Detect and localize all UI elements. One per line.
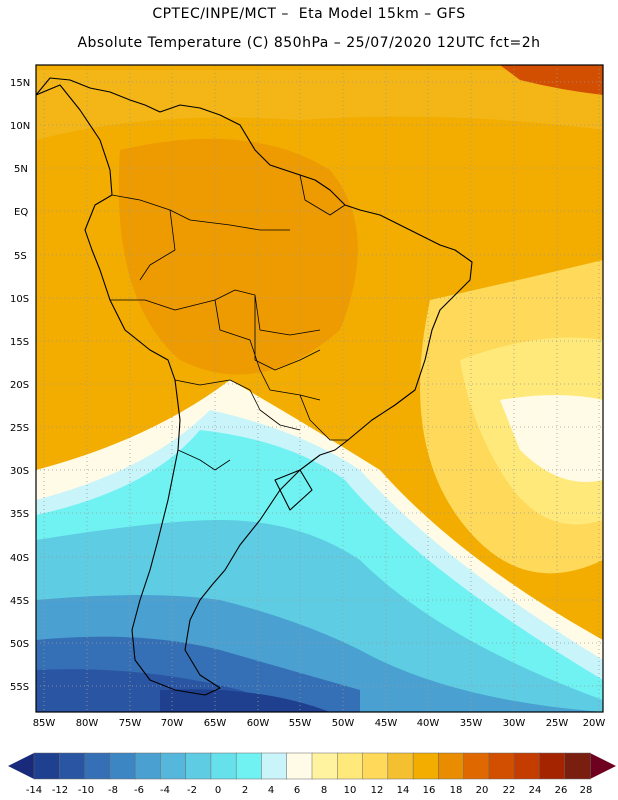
lat-label: 45S xyxy=(10,596,29,607)
lon-label: 35W xyxy=(460,718,483,729)
legend-label: 14 xyxy=(397,785,410,796)
legend-label: 8 xyxy=(321,785,327,796)
map-frame xyxy=(35,64,604,713)
lat-label: 15S xyxy=(10,337,29,348)
lat-label: 50S xyxy=(10,639,29,650)
lon-label: 50W xyxy=(332,718,355,729)
legend-color-box xyxy=(109,752,136,780)
legend-color-box xyxy=(185,752,212,780)
lon-axis: 85W 80W 75W 70W 65W 60W 55W 50W 45W 40W … xyxy=(33,718,606,729)
legend-color-box xyxy=(261,752,288,780)
lat-label: 5S xyxy=(14,251,27,262)
lat-label: 10N xyxy=(10,121,30,132)
lon-label: 85W xyxy=(33,718,56,729)
legend-label: -4 xyxy=(160,785,170,796)
legend-color-box xyxy=(84,752,111,780)
legend-color-box xyxy=(513,752,541,780)
legend-color-box xyxy=(134,752,162,780)
legend-color-box xyxy=(412,752,440,780)
lon-label: 80W xyxy=(76,718,99,729)
lat-label: EQ xyxy=(14,207,28,218)
temperature-field xyxy=(36,65,603,712)
legend-label: -2 xyxy=(187,785,197,796)
legend-label: -6 xyxy=(134,785,144,796)
chart-title-line2: Absolute Temperature (C) 850hPa – 25/07/… xyxy=(77,35,541,51)
legend-color-box xyxy=(337,752,364,780)
legend-label: 24 xyxy=(529,785,542,796)
lat-label: 25S xyxy=(10,423,29,434)
legend-label: 22 xyxy=(503,785,516,796)
legend-label: 18 xyxy=(450,785,463,796)
legend-label: 28 xyxy=(580,785,593,796)
lat-label: 30S xyxy=(10,466,29,477)
legend-label: 10 xyxy=(344,785,357,796)
legend-color-box xyxy=(235,752,263,780)
lon-label: 70W xyxy=(161,718,184,729)
lon-label: 75W xyxy=(119,718,142,729)
legend-color-box xyxy=(488,752,515,780)
legend-color-box xyxy=(387,752,414,780)
legend-low-arrow xyxy=(8,753,34,779)
legend-color-box xyxy=(463,752,490,780)
legend-label: 12 xyxy=(371,785,384,796)
legend-label: -14 xyxy=(26,785,42,796)
country-borders xyxy=(110,174,348,471)
south-america-coastline xyxy=(36,77,473,696)
lon-label: 40W xyxy=(417,718,440,729)
legend-label: 16 xyxy=(423,785,436,796)
legend-label: -8 xyxy=(108,785,118,796)
legend-label: 6 xyxy=(294,785,300,796)
legend-high-arrow xyxy=(590,753,616,779)
legend-label: -12 xyxy=(52,785,68,796)
lat-label: 10S xyxy=(10,294,29,305)
legend-label: 26 xyxy=(555,785,568,796)
lat-label: 40S xyxy=(10,553,29,564)
lat-label: 55S xyxy=(10,682,29,693)
legend-color-box xyxy=(286,752,313,780)
legend-label: 2 xyxy=(242,785,248,796)
legend-color-box xyxy=(539,752,566,780)
legend-label: 4 xyxy=(268,785,274,796)
legend-color-box xyxy=(33,752,61,780)
legend-color-box xyxy=(564,752,591,780)
lon-label: 60W xyxy=(247,718,270,729)
legend-color-box xyxy=(438,752,465,780)
chart-title-line1: CPTEC/INPE/MCT – Eta Model 15km – GFS xyxy=(152,6,466,22)
lon-label: 55W xyxy=(289,718,312,729)
lon-label: 65W xyxy=(204,718,227,729)
graticule xyxy=(36,65,603,712)
legend-color-box xyxy=(311,752,339,780)
lat-label: 15N xyxy=(10,78,30,89)
lon-label: 20W xyxy=(583,718,606,729)
lon-label: 45W xyxy=(375,718,398,729)
lat-label: 5N xyxy=(14,164,28,175)
color-legend: -14 -12 -10 -8 -6 -4 -2 0 2 4 6 8 10 12 … xyxy=(8,752,616,796)
legend-color-box xyxy=(59,752,86,780)
legend-color-box xyxy=(210,752,237,780)
lat-label: 20S xyxy=(10,380,29,391)
legend-color-box xyxy=(362,752,389,780)
lagoa-dos-patos xyxy=(274,469,313,511)
legend-color-box xyxy=(160,752,187,780)
lon-label: 25W xyxy=(546,718,569,729)
lat-axis: 15N 10N 5N EQ 5S 10S 15S 20S 25S 30S 35S… xyxy=(10,78,30,693)
legend-label: 0 xyxy=(215,785,221,796)
lat-label: 35S xyxy=(10,509,29,520)
legend-label: 20 xyxy=(476,785,489,796)
legend-label: -10 xyxy=(78,785,94,796)
lon-label: 30W xyxy=(503,718,526,729)
